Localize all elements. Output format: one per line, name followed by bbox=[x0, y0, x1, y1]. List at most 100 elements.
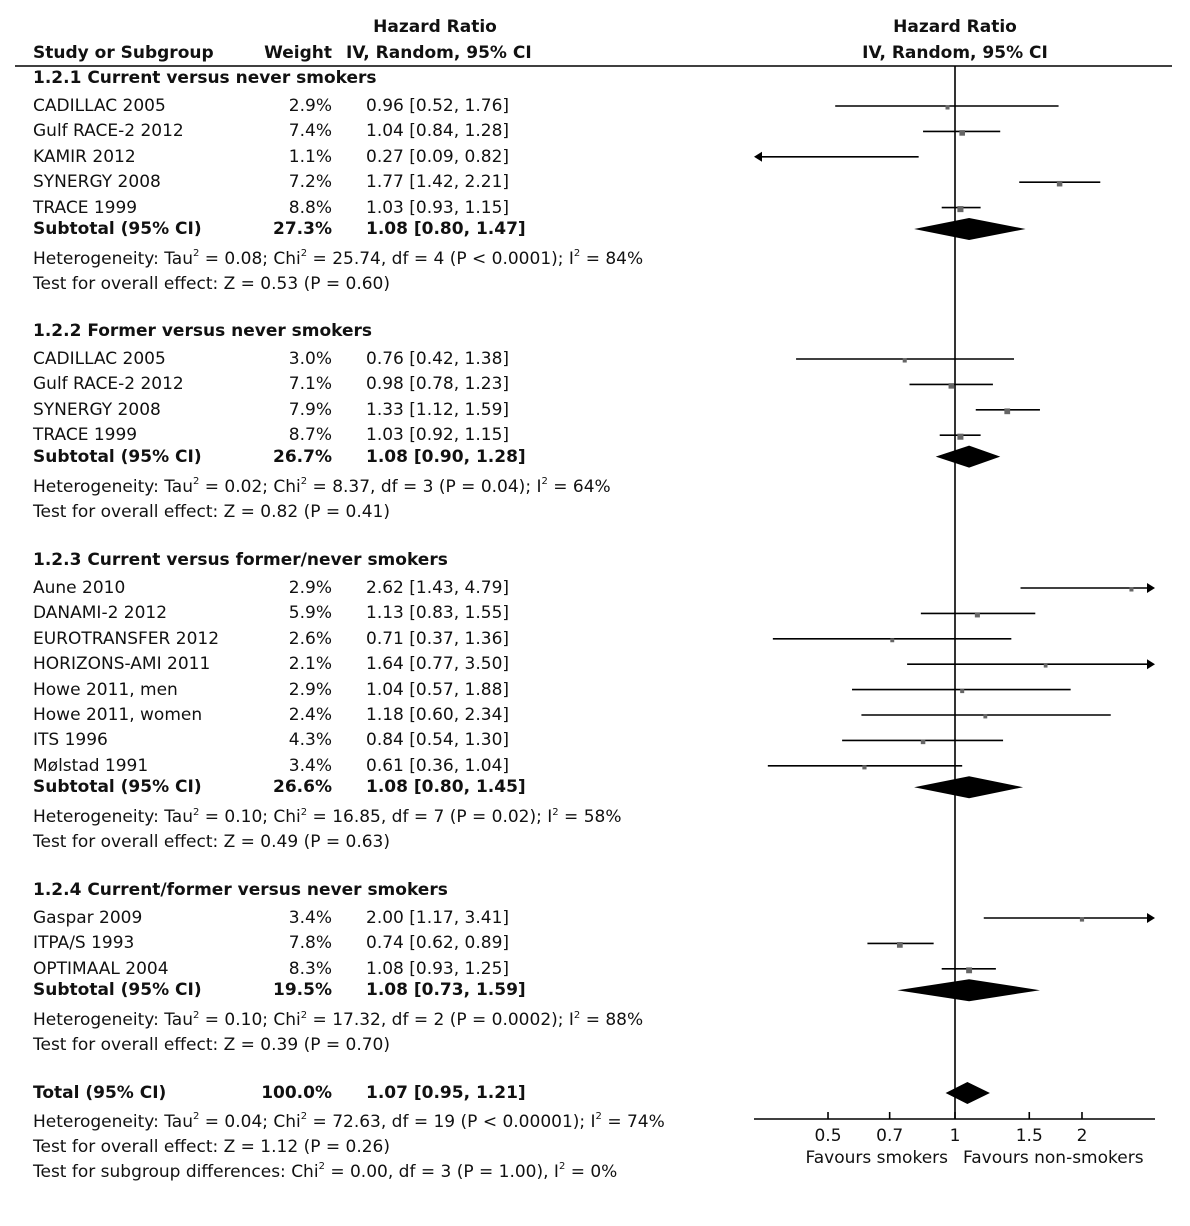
subgroup-title: 1.2.4 Current/former versus never smoker… bbox=[33, 880, 448, 900]
x-tick-label: 1 bbox=[949, 1126, 961, 1146]
subgroup-title: 1.2.3 Current versus former/never smoker… bbox=[33, 550, 448, 570]
study-ci: 1.18 [0.60, 2.34] bbox=[366, 705, 510, 725]
total-heterogeneity-text: Heterogeneity: Tau2 = 0.04; Chi2 = 72.63… bbox=[33, 1112, 665, 1132]
left-arrow-icon bbox=[754, 151, 762, 162]
subgroup-title: 1.2.2 Former versus never smokers bbox=[33, 321, 373, 341]
effect-square bbox=[960, 689, 965, 694]
heterogeneity-text: Heterogeneity: Tau2 = 0.02; Chi2 = 8.37,… bbox=[33, 475, 611, 497]
effect-square bbox=[1079, 917, 1085, 922]
superscript: 2 bbox=[541, 475, 548, 487]
study-weight: 3.0% bbox=[288, 349, 332, 369]
superscript: 2 bbox=[573, 1009, 581, 1021]
stat-text: Heterogeneity: Tau bbox=[33, 807, 193, 828]
superscript: 2 bbox=[318, 1161, 325, 1173]
effect-square bbox=[1129, 587, 1134, 592]
study-name: Gulf RACE-2 2012 bbox=[33, 374, 184, 395]
x-tick-label: 2 bbox=[1076, 1126, 1088, 1146]
study-ci: 0.27 [0.09, 0.82] bbox=[366, 146, 510, 167]
study-ci: 1.13 [0.83, 1.55] bbox=[366, 603, 510, 624]
effect-square bbox=[890, 638, 895, 643]
favours-right-label: Favours non-smokers bbox=[963, 1148, 1144, 1168]
study-ci: 0.71 [0.37, 1.36] bbox=[366, 628, 510, 649]
study-weight: 7.8% bbox=[288, 933, 332, 954]
x-tick-label: 0.7 bbox=[876, 1126, 904, 1146]
total-label: Total (95% CI) bbox=[33, 1083, 167, 1103]
effect-square bbox=[974, 612, 980, 618]
stat-text: = 0.04; Chi bbox=[199, 1112, 301, 1132]
stat-text: = 0.08; Chi bbox=[199, 249, 301, 269]
study-name: DANAMI-2 2012 bbox=[33, 603, 168, 624]
study-name: Aune 2010 bbox=[33, 578, 126, 598]
study-ci: 0.98 [0.78, 1.23] bbox=[366, 374, 510, 395]
study-ci: 0.96 [0.52, 1.76] bbox=[366, 96, 510, 116]
study-name: Gulf RACE-2 2012 bbox=[33, 121, 184, 142]
right-arrow-icon bbox=[1147, 659, 1155, 670]
study-ci: 1.77 [1.42, 2.21] bbox=[366, 172, 510, 193]
study-weight: 8.7% bbox=[288, 425, 332, 446]
study-name: EUROTRANSFER 2012 bbox=[33, 628, 220, 649]
total-diamond bbox=[945, 1082, 990, 1104]
effect-square bbox=[957, 206, 964, 213]
study-name: HORIZONS-AMI 2011 bbox=[33, 654, 211, 675]
stat-text: = 0.02; Chi bbox=[199, 476, 301, 497]
effect-square bbox=[920, 739, 926, 745]
study-weight: 3.4% bbox=[288, 755, 332, 776]
study-name: Mølstad 1991 bbox=[33, 755, 149, 776]
effect-square bbox=[966, 967, 973, 974]
study-ci: 0.74 [0.62, 0.89] bbox=[366, 933, 510, 954]
subtotal-diamond bbox=[914, 776, 1024, 799]
subtotal-ci: 1.08 [0.73, 1.59] bbox=[366, 980, 526, 1001]
overall-effect-text: Test for overall effect: Z = 0.49 (P = 0… bbox=[33, 832, 390, 853]
stat-text: = 72.63, df = 19 (P < 0.00001); I bbox=[307, 1112, 596, 1132]
stat-text: = 0.00, df = 3 (P = 1.00), I bbox=[324, 1162, 559, 1182]
effect-square bbox=[945, 105, 950, 110]
study-name: Howe 2011, men bbox=[33, 679, 178, 700]
stat-text: = 74% bbox=[601, 1112, 665, 1132]
study-weight: 3.4% bbox=[288, 908, 332, 928]
study-weight: 7.1% bbox=[288, 374, 332, 395]
effect-square bbox=[1004, 408, 1011, 415]
study-weight: 2.9% bbox=[288, 578, 332, 598]
study-weight: 1.1% bbox=[288, 146, 332, 167]
study-ci: 0.84 [0.54, 1.30] bbox=[366, 730, 510, 751]
study-weight: 7.4% bbox=[288, 121, 332, 142]
study-name: SYNERGY 2008 bbox=[33, 172, 161, 193]
stat-text: = 84% bbox=[580, 249, 644, 269]
study-name: OPTIMAAL 2004 bbox=[33, 958, 169, 979]
superscript: 2 bbox=[300, 248, 308, 260]
study-name: CADILLAC 2005 bbox=[33, 349, 166, 369]
effect-square bbox=[1056, 180, 1063, 187]
hr-column-title: Hazard Ratio bbox=[373, 17, 497, 37]
stat-text: = 88% bbox=[580, 1010, 644, 1031]
study-weight: 7.2% bbox=[288, 172, 332, 193]
superscript: 2 bbox=[192, 248, 200, 260]
subtotal-label: Subtotal (95% CI) bbox=[33, 446, 202, 467]
study-name: Howe 2011, women bbox=[33, 705, 203, 725]
study-name: TRACE 1999 bbox=[33, 425, 138, 446]
study-ci: 1.04 [0.84, 1.28] bbox=[366, 121, 510, 142]
effect-square bbox=[896, 942, 903, 948]
stat-text: = 0.10; Chi bbox=[199, 1010, 301, 1031]
superscript: 2 bbox=[300, 1111, 308, 1123]
hr-column-method: IV, Random, 95% CI bbox=[346, 43, 532, 63]
stat-text: = 25.74, df = 4 (P < 0.0001); I bbox=[307, 249, 574, 269]
effect-square bbox=[862, 765, 867, 770]
subtotal-ci: 1.08 [0.90, 1.28] bbox=[366, 446, 526, 467]
stat-text: = 0% bbox=[565, 1162, 618, 1182]
study-name: ITPA/S 1993 bbox=[33, 933, 135, 954]
study-ci: 0.61 [0.36, 1.04] bbox=[366, 755, 510, 776]
stat-text: Heterogeneity: Tau bbox=[33, 1010, 193, 1031]
x-tick-label: 1.5 bbox=[1015, 1126, 1043, 1146]
subtotal-weight: 26.6% bbox=[273, 777, 332, 798]
study-name: KAMIR 2012 bbox=[33, 146, 136, 167]
total-ci: 1.07 [0.95, 1.21] bbox=[366, 1083, 526, 1103]
stat-text: Heterogeneity: Tau bbox=[33, 1112, 193, 1132]
subtotal-label: Subtotal (95% CI) bbox=[33, 980, 202, 1001]
study-name: SYNERGY 2008 bbox=[33, 399, 161, 420]
study-weight: 5.9% bbox=[288, 603, 332, 624]
plot-method: IV, Random, 95% CI bbox=[862, 43, 1048, 63]
superscript: 2 bbox=[300, 806, 308, 818]
superscript: 2 bbox=[192, 806, 200, 818]
subtotal-diamond bbox=[935, 445, 1001, 468]
